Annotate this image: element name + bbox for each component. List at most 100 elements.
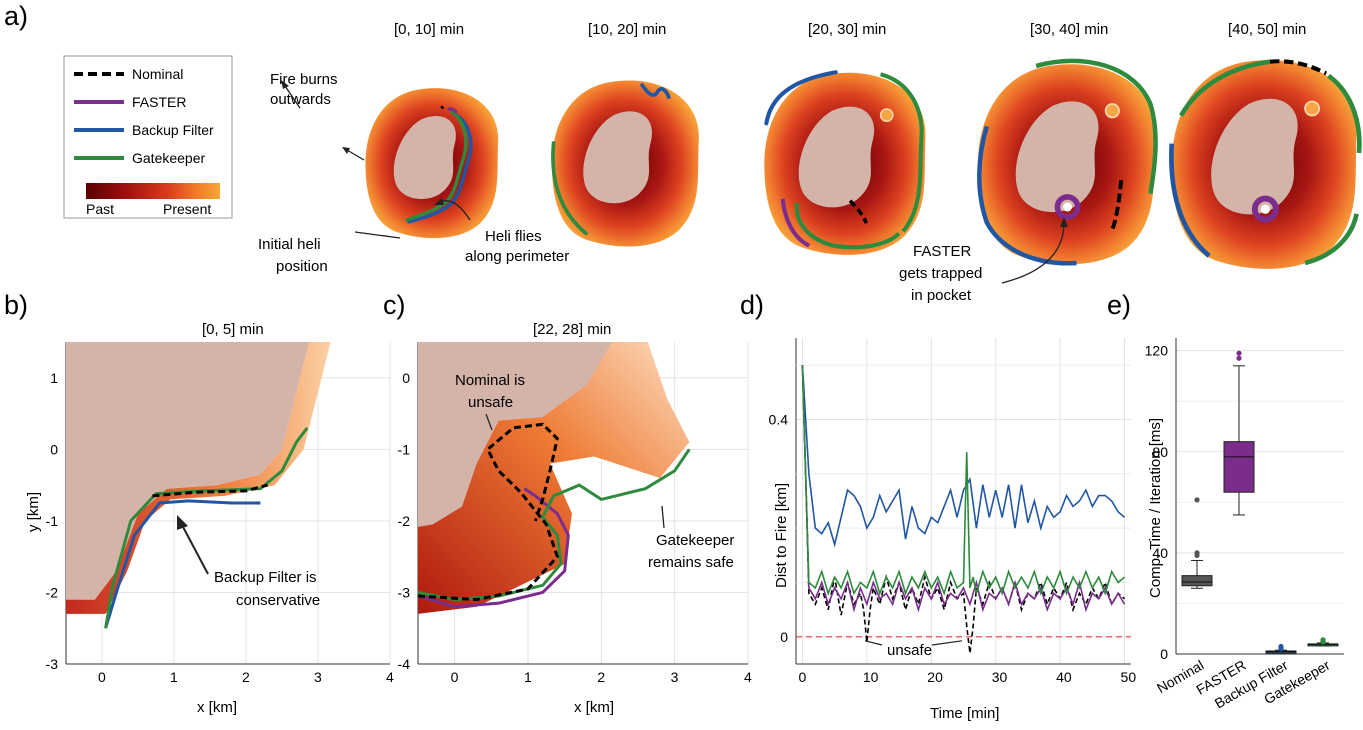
snapshot-title-3: [30, 40] min <box>1030 21 1108 38</box>
box-outlier <box>1236 355 1242 361</box>
panel-c-ytick-label: -1 <box>398 441 411 457</box>
panel-b-annotation-arrow <box>181 524 209 575</box>
fire-snapshots: [0, 10] min [10, 20] min [20, 30] min [30, … <box>365 21 1362 269</box>
panel-d-letter: d) <box>740 290 764 320</box>
panel-c-annotation-gatekeeper-line1: Gatekeeper <box>656 532 734 549</box>
track-gatekeeper <box>405 109 468 223</box>
panel-e-ylabel: Comp. Time / Iteration [ms] <box>1147 418 1164 598</box>
panel-b-letter: b) <box>4 290 28 320</box>
panel-c-annotation-nominal-arrow <box>485 413 493 431</box>
snapshot-title-2: [20, 30] min <box>808 21 886 38</box>
faster-pocket-center <box>1260 204 1270 214</box>
panel-d-plot: 0 10 20 30 40 50 0 0.4 <box>769 338 1137 685</box>
panel-b-annotation-line1: Backup Filter is <box>214 569 317 586</box>
track-faster <box>780 198 811 248</box>
panel-a-letter: a) <box>4 1 28 31</box>
box-outlier <box>1194 497 1200 503</box>
track-nominal <box>848 199 869 224</box>
panel-c-ytick-label: -2 <box>398 513 411 529</box>
panel-d-xtick-label: 20 <box>927 669 943 685</box>
panel-c-ytick-label: -3 <box>398 584 411 600</box>
panel-c-annotation-nominal-line1: Nominal is <box>455 372 525 389</box>
panel-b-xtick-label: 1 <box>170 669 178 685</box>
arrow-faster-trapped <box>1001 224 1065 284</box>
colorbar-past-label: Past <box>86 201 114 217</box>
panel-b-xtick-label: 2 <box>242 669 250 685</box>
track-nominal <box>1269 59 1328 76</box>
fire-snapshot-1 <box>551 80 699 247</box>
burnt-area <box>393 116 456 200</box>
panel-b-xlabel: x [km] <box>197 699 237 716</box>
annotation-fire-burns-line1: Fire burns <box>270 71 338 88</box>
panel-d-ytick-label: 0 <box>780 629 788 645</box>
panel-b-ytick-label: -1 <box>46 513 59 529</box>
panel-c-plot: 0 1 2 3 4 0 -1 -2 -3 -4 <box>398 342 752 685</box>
panel-b-clip <box>66 342 331 629</box>
annotation-faster-trapped-line3: in pocket <box>911 287 972 304</box>
panel-c-letter: c) <box>383 290 406 320</box>
legend: Nominal FASTER Backup Filter Gatekeeper … <box>63 55 233 219</box>
panel-e-letter: e) <box>1107 290 1131 320</box>
track-gatekeeper <box>1035 58 1158 194</box>
arrow-fire-burns-2 <box>346 149 365 161</box>
burnt-area <box>798 106 875 208</box>
fire-snapshot-4 <box>1169 59 1362 269</box>
panel-e-ytick-label: 0 <box>1160 646 1168 662</box>
panel-c-burnt-area <box>418 342 612 527</box>
colorbar-present-label: Present <box>163 201 211 217</box>
arrow-fire-burns <box>284 85 301 109</box>
track-backup <box>407 111 473 224</box>
panel-b-track-backup <box>104 499 261 629</box>
legend-label-nominal: Nominal <box>132 66 183 82</box>
panel-d-ylabel: Dist to Fire [km] <box>773 483 790 588</box>
legend-label-gatekeeper: Gatekeeper <box>132 150 205 166</box>
panel-c-annotation-gatekeeper-line2: remains safe <box>648 554 734 571</box>
panel-d-unsafe-arrow-left <box>864 640 883 646</box>
fire-snapshot-2 <box>764 70 926 255</box>
panel-d-series-faster <box>801 365 1126 613</box>
panel-b-ytick-label: -2 <box>46 584 59 600</box>
spot-fire <box>1304 100 1321 117</box>
panel-e-ytick-label: 120 <box>1145 343 1169 359</box>
panel-c-clip <box>418 342 691 614</box>
annotation-fire-burns-line2: outwards <box>270 91 331 108</box>
panel-d-xtick-label: 50 <box>1121 669 1137 685</box>
annotation-faster-trapped-line2: gets trapped <box>899 265 982 282</box>
faster-pocket <box>1251 195 1279 223</box>
fire-snapshot-0 <box>365 88 499 239</box>
panel-c-xtick-label: 2 <box>597 669 605 685</box>
arrow-fire-burns-head <box>281 80 289 89</box>
box-outlier <box>1236 350 1242 356</box>
panel-b-ytick-label: 0 <box>50 441 58 457</box>
panel-b-plot: 0 1 2 3 4 1 0 -1 -2 -3 <box>46 342 394 685</box>
annotation-initial-heli-line1: Initial heli <box>258 236 321 253</box>
panel-b-ytick-label: -3 <box>46 656 59 672</box>
panel-d-xtick-label: 0 <box>798 669 806 685</box>
panel-c-annotation-gatekeeper-arrow <box>661 505 665 529</box>
annotation-heli-flies-line1: Heli flies <box>485 228 542 245</box>
panel-c-xtick-label: 3 <box>671 669 679 685</box>
panel-d-xtick-label: 30 <box>992 669 1008 685</box>
panel-d-clip <box>796 365 1131 654</box>
panel-d-annotation-unsafe: unsafe <box>887 642 932 659</box>
fire-snapshot-3 <box>977 58 1158 266</box>
panel-d-series-backup-filter <box>801 365 1126 548</box>
panel-d-unsafe-arrow-right <box>931 640 963 646</box>
box-faster <box>1223 441 1255 493</box>
track-backup <box>764 70 838 126</box>
panel-b-annotation-arrow-head <box>177 515 188 530</box>
panel-d-ytick-label: 0.4 <box>769 412 789 428</box>
legend-label-backup: Backup Filter <box>132 122 214 138</box>
panel-b-ytick-label: 1 <box>50 370 58 386</box>
track-nominal <box>1110 179 1124 231</box>
track-gatekeeper <box>1179 59 1271 117</box>
burnt-area <box>583 111 653 204</box>
arrow-faster-trapped-head <box>1060 217 1068 227</box>
arrow-fire-burns-2-head <box>342 147 350 154</box>
box-outlier <box>1194 550 1200 556</box>
panel-c-ytick-label: -4 <box>398 656 411 672</box>
snapshot-title-1: [10, 20] min <box>588 21 666 38</box>
box-outlier <box>1278 643 1284 650</box>
box-outlier <box>1320 637 1326 643</box>
